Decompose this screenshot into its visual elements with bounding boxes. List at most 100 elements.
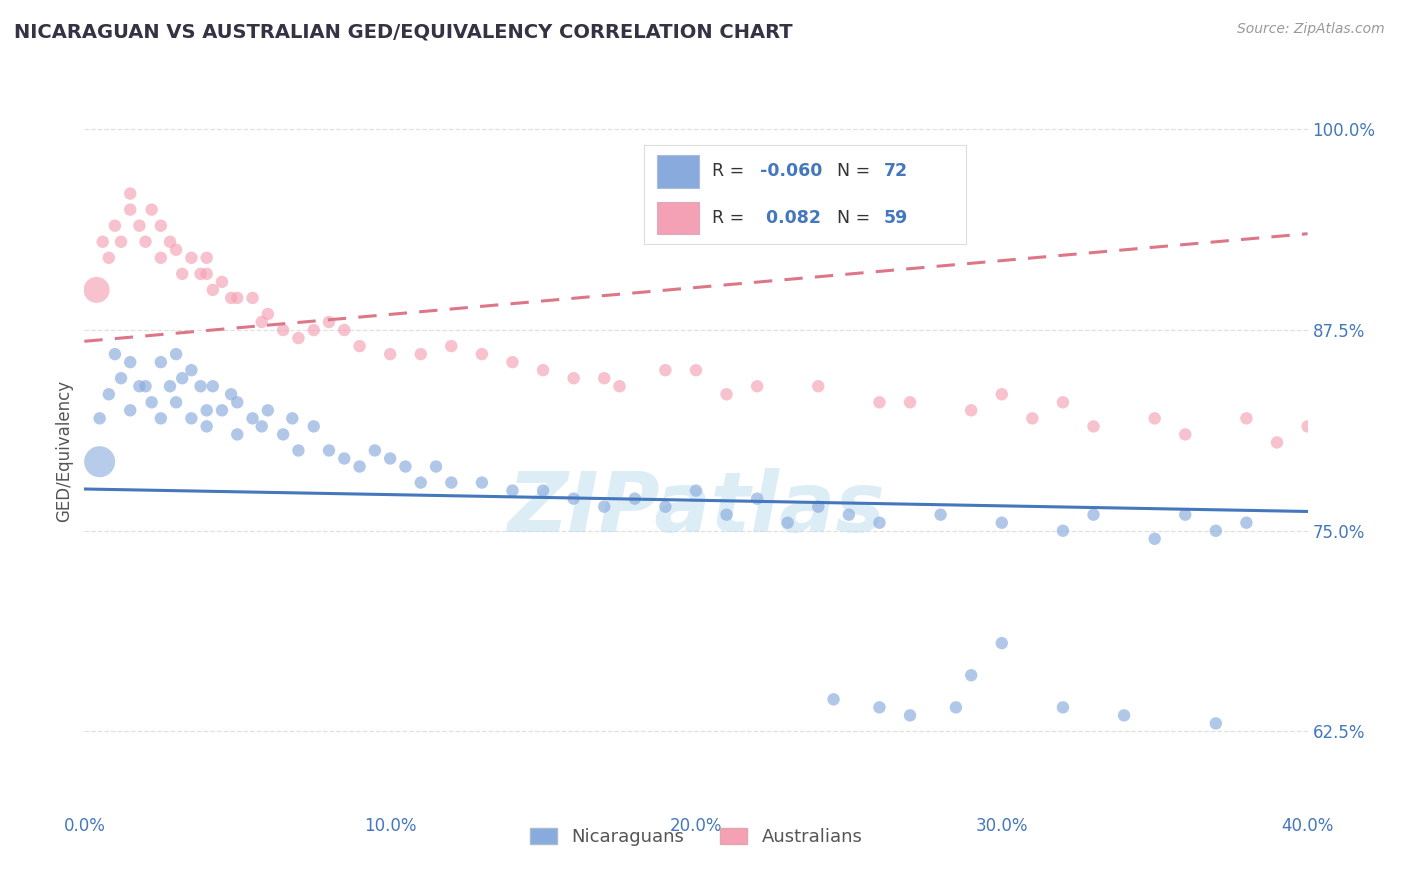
Point xyxy=(302,419,325,434)
Point xyxy=(97,387,120,401)
Point xyxy=(165,243,187,257)
Text: R =: R = xyxy=(711,209,749,227)
Point xyxy=(425,459,447,474)
Point xyxy=(869,395,891,409)
Point xyxy=(281,411,304,425)
Point xyxy=(1205,524,1227,538)
Point xyxy=(128,219,150,233)
Point xyxy=(180,411,202,425)
Point xyxy=(226,291,249,305)
Text: ZIPatlas: ZIPatlas xyxy=(508,467,884,549)
Point xyxy=(609,379,631,393)
Point xyxy=(226,395,249,409)
Point xyxy=(149,411,172,425)
Point xyxy=(242,411,264,425)
Point xyxy=(562,491,585,506)
Point xyxy=(201,379,224,393)
Text: 72: 72 xyxy=(884,162,908,180)
Point xyxy=(1236,516,1258,530)
Point xyxy=(110,235,132,249)
Point xyxy=(89,411,111,425)
Point xyxy=(1083,508,1105,522)
Point xyxy=(219,291,242,305)
Point xyxy=(287,443,309,458)
Point xyxy=(1236,411,1258,425)
FancyBboxPatch shape xyxy=(657,202,699,235)
Point xyxy=(409,475,432,490)
Point xyxy=(195,251,218,265)
Point xyxy=(135,379,157,393)
Point xyxy=(747,379,769,393)
Point xyxy=(190,267,212,281)
Point xyxy=(531,363,554,377)
Point xyxy=(333,323,356,337)
Point xyxy=(287,331,309,345)
Point xyxy=(86,283,108,297)
Text: NICARAGUAN VS AUSTRALIAN GED/EQUIVALENCY CORRELATION CHART: NICARAGUAN VS AUSTRALIAN GED/EQUIVALENCY… xyxy=(14,22,793,41)
Point xyxy=(991,387,1014,401)
Point xyxy=(1174,427,1197,442)
Point xyxy=(135,235,157,249)
Point xyxy=(807,500,830,514)
Point xyxy=(624,491,647,506)
Point xyxy=(165,347,187,361)
Point xyxy=(1114,708,1136,723)
Point xyxy=(226,427,249,442)
Text: R =: R = xyxy=(711,162,749,180)
Point xyxy=(349,459,371,474)
Point xyxy=(318,443,340,458)
Point xyxy=(685,483,707,498)
Point xyxy=(1327,443,1350,458)
Text: N =: N = xyxy=(837,162,876,180)
Point xyxy=(823,692,845,706)
Point xyxy=(807,379,830,393)
Point xyxy=(302,323,325,337)
Point xyxy=(898,395,921,409)
Point xyxy=(945,700,967,714)
Point xyxy=(149,355,172,369)
Point xyxy=(180,363,202,377)
Point xyxy=(471,475,494,490)
Point xyxy=(89,455,111,469)
Point xyxy=(271,323,294,337)
Point xyxy=(593,500,616,514)
Point xyxy=(271,427,294,442)
Point xyxy=(91,235,114,249)
Text: -0.060: -0.060 xyxy=(761,162,823,180)
Point xyxy=(120,186,142,201)
Point xyxy=(120,403,142,417)
Point xyxy=(1052,524,1074,538)
Point xyxy=(211,403,233,417)
Point xyxy=(991,636,1014,650)
Point xyxy=(1174,508,1197,522)
Point xyxy=(838,508,860,522)
Point xyxy=(716,387,738,401)
Point xyxy=(960,668,983,682)
Point xyxy=(250,315,273,329)
Point xyxy=(654,363,676,377)
Point xyxy=(1083,419,1105,434)
Point xyxy=(195,403,218,417)
Text: 59: 59 xyxy=(884,209,908,227)
Point xyxy=(159,235,181,249)
Point xyxy=(1205,716,1227,731)
Point xyxy=(409,347,432,361)
Point xyxy=(242,291,264,305)
Point xyxy=(654,500,676,514)
Point xyxy=(211,275,233,289)
Point xyxy=(195,267,218,281)
Point xyxy=(471,347,494,361)
Point xyxy=(960,403,983,417)
Point xyxy=(201,283,224,297)
Point xyxy=(747,491,769,506)
Point xyxy=(97,251,120,265)
Point xyxy=(1143,411,1166,425)
Point xyxy=(869,516,891,530)
Point xyxy=(128,379,150,393)
Point xyxy=(219,387,242,401)
Point xyxy=(172,371,194,385)
Point xyxy=(159,379,181,393)
FancyBboxPatch shape xyxy=(657,155,699,187)
Point xyxy=(562,371,585,385)
Point xyxy=(180,251,202,265)
